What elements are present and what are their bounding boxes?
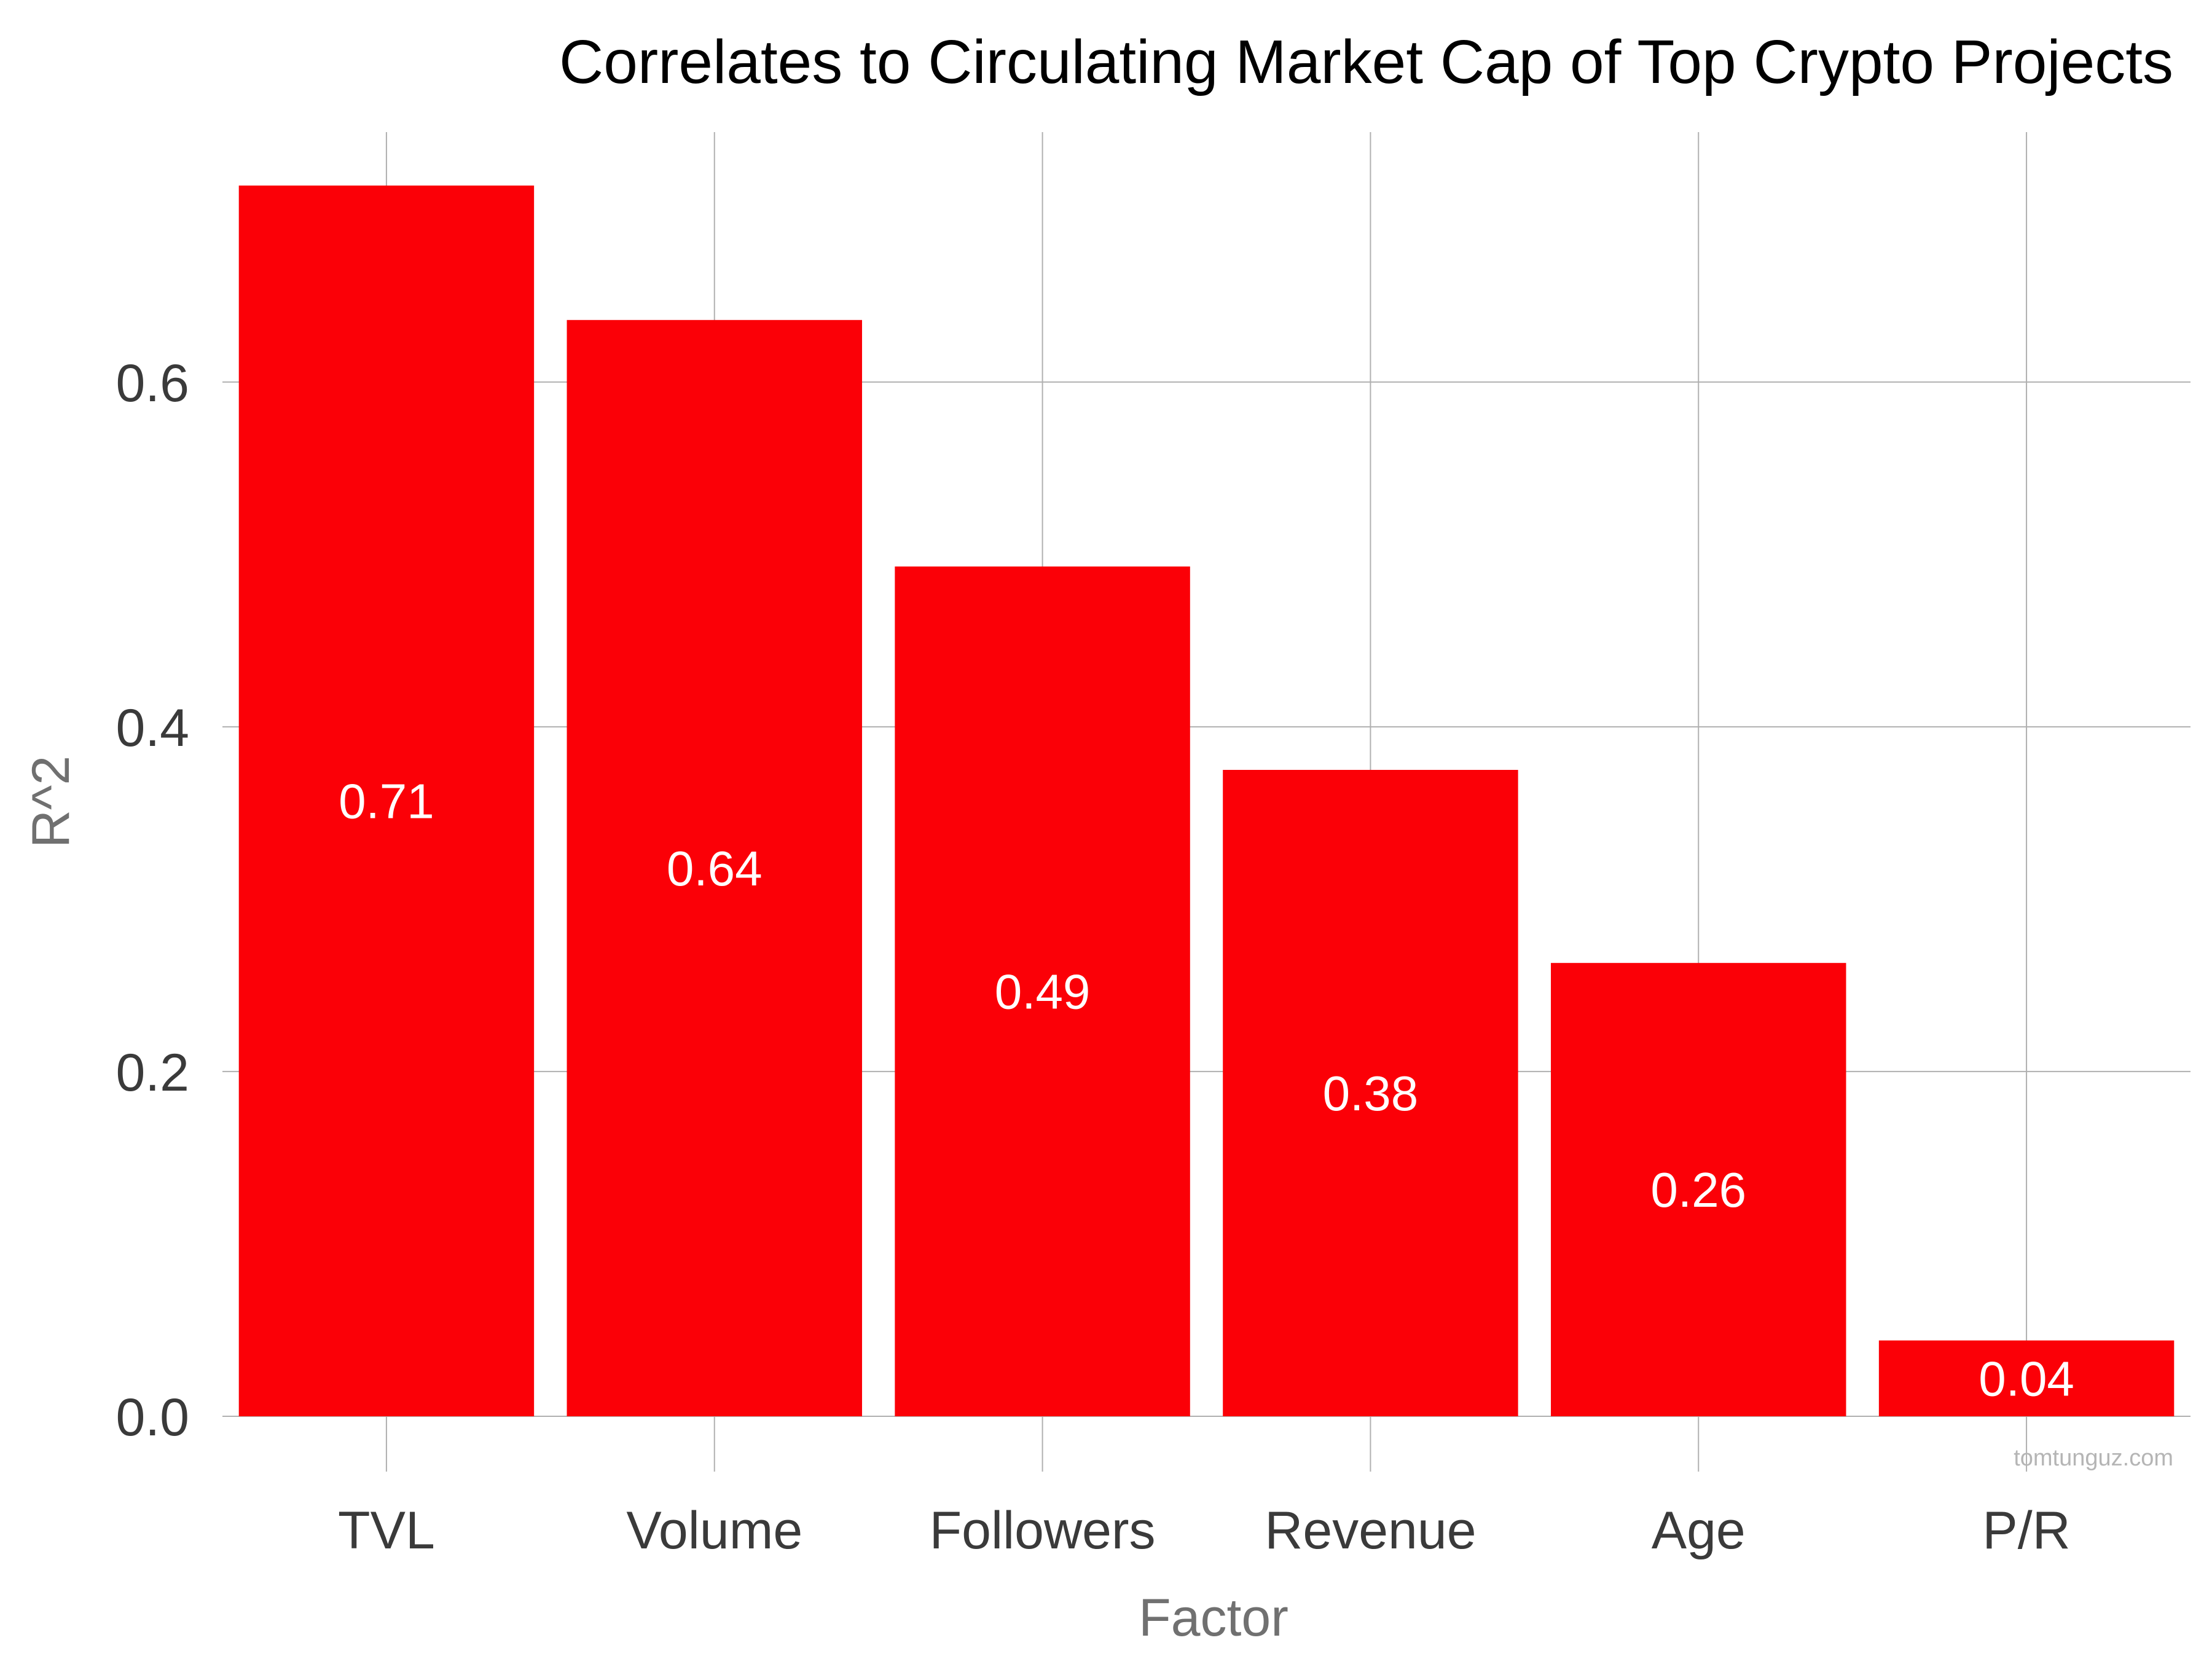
x-tick-label: TVL [338,1501,435,1560]
bar-value-labels: 0.71 0.64 0.49 0.38 0.26 0.04 [339,774,2074,1406]
bar-value-label: 0.64 [667,841,763,896]
y-tick-label: 0.4 [116,699,189,758]
watermark: tomtunguz.com [2014,1445,2173,1471]
bars [238,185,2175,1417]
bar-value-label: 0.38 [1323,1066,1419,1121]
bar-p-r [1878,1340,2175,1416]
x-axis-title: Factor [1139,1588,1288,1647]
y-axis-ticks: 0.0 0.2 0.4 0.6 [116,354,189,1447]
bar-age [1551,963,1846,1416]
bar-tvl [238,185,535,1416]
chart-title: Correlates to Circulating Market Cap of … [559,28,2173,96]
y-tick-label: 0.0 [116,1388,189,1447]
x-tick-label: Revenue [1265,1501,1476,1560]
bar-value-label: 0.26 [1650,1163,1746,1217]
x-tick-label: Volume [626,1501,802,1560]
y-tick-label: 0.2 [116,1043,189,1102]
y-tick-label: 0.6 [116,354,189,413]
x-axis-ticks: TVL Volume Followers Revenue Age P/R [338,1501,2071,1560]
bar-volume [567,320,862,1417]
bar-value-label: 0.04 [1979,1351,2074,1406]
bar-followers [895,566,1190,1416]
x-tick-label: Followers [930,1501,1156,1560]
x-tick-label: P/R [1982,1501,2070,1560]
bar-value-label: 0.71 [339,774,434,828]
bar-value-label: 0.49 [995,964,1091,1019]
bar-revenue [1223,769,1518,1416]
x-tick-label: Age [1652,1501,1746,1560]
y-axis-title: R^2 [22,756,80,848]
